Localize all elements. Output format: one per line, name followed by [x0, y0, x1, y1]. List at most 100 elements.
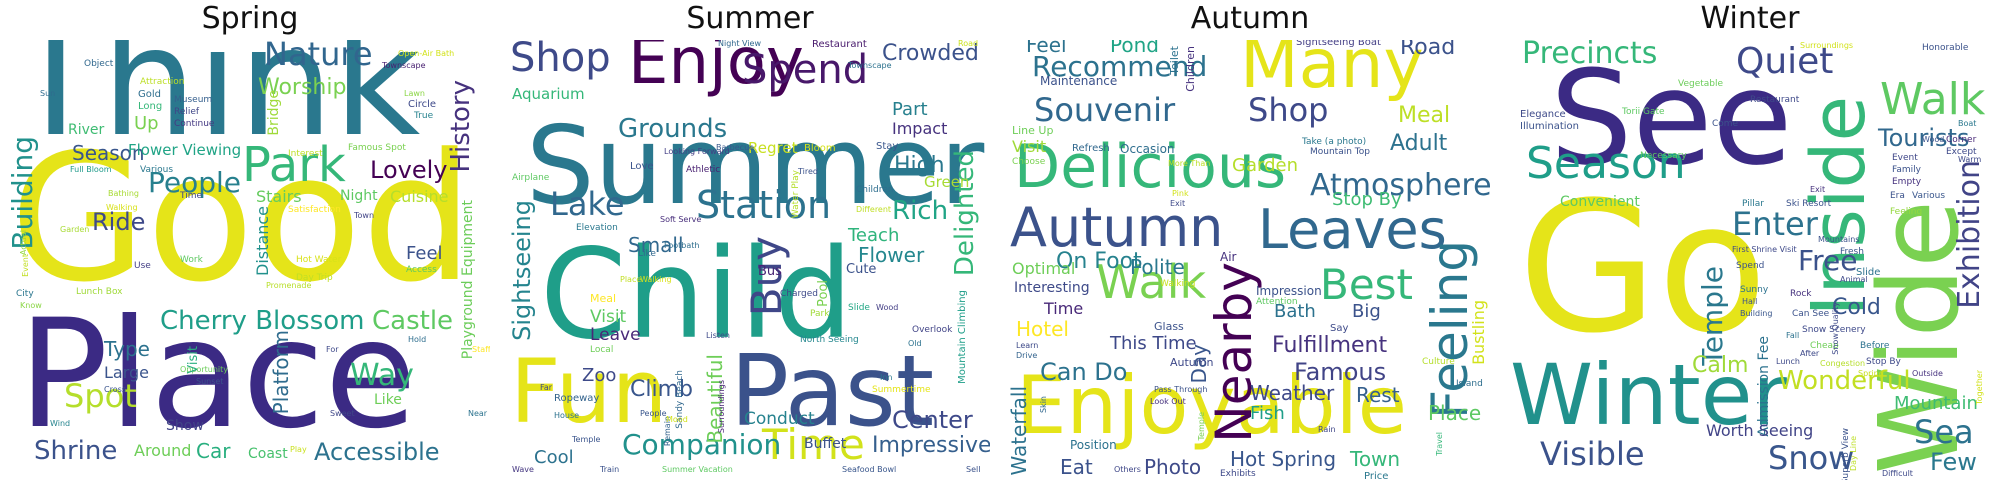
cloud-word: Green — [924, 173, 970, 191]
cloud-word: Feeling — [1890, 207, 1923, 217]
cloud-word: Car — [196, 439, 231, 463]
panel-title: Autumn — [1190, 1, 1310, 36]
cloud-word: Wave — [512, 465, 534, 474]
cloud-word: Inn — [880, 373, 893, 382]
cloud-word: Famous Spot — [348, 143, 406, 153]
cloud-word: Conduct — [744, 409, 815, 429]
cloud-word: Mountain — [1894, 393, 1978, 414]
cloud-word: Shop — [510, 40, 611, 81]
cloud-word: History — [446, 80, 476, 173]
cloud-word: Sightseeing — [510, 200, 536, 341]
cloud-word: Autumn — [1170, 356, 1214, 369]
cloud-word: Bridge — [266, 90, 282, 136]
cloud-word: Mountains — [1818, 235, 1860, 244]
cloud-word: After — [1800, 349, 1820, 358]
cloud-word: Regret — [748, 139, 798, 157]
cloud-word: High — [894, 153, 945, 178]
cloud-word: Bustling — [1469, 300, 1488, 365]
cloud-word: Snow Scenery — [1802, 325, 1866, 335]
cloud-word: Drive — [1016, 351, 1038, 360]
cloud-word: Pillar — [1742, 199, 1764, 209]
cloud-word: Waterfall — [1010, 386, 1031, 476]
cloud-word: Sweet — [330, 409, 355, 418]
cloud-word: Take (a photo) — [1302, 137, 1367, 147]
cloud-word: Enjoy — [628, 40, 804, 99]
cloud-word: Park — [810, 309, 830, 319]
cloud-word: Teach — [848, 225, 900, 246]
cloud-word: Visit — [1012, 137, 1047, 156]
cloud-word: Adult — [1390, 131, 1448, 156]
cloud-word: Tourists — [1878, 124, 1970, 152]
cloud-word: Leaves — [1258, 198, 1447, 261]
cloud-word: Line Up — [1012, 124, 1054, 137]
cloud-word: Precincts — [1522, 40, 1658, 71]
cloud-word: Temple — [572, 435, 601, 444]
cloud-word: Large — [104, 363, 150, 382]
cloud-word: Exhibits — [1220, 469, 1256, 479]
cloud-word: Island — [1456, 379, 1483, 389]
cloud-word: Event — [21, 254, 30, 277]
cloud-word: Fish — [1250, 403, 1285, 424]
cloud-word: Calm — [1692, 353, 1749, 378]
cloud-word: Interest — [288, 149, 323, 159]
cloud-word: Small — [628, 233, 684, 257]
cloud-word: Pool — [816, 280, 831, 307]
cloud-word: City — [16, 289, 34, 299]
cloud-word: Feeling — [1421, 240, 1479, 419]
cloud-word: Snow Quality — [1831, 302, 1840, 355]
panel-title: Summer — [686, 1, 814, 36]
cloud-word: House — [554, 411, 580, 420]
cloud-word: Look Out — [1150, 397, 1186, 406]
cloud-word: Pond — [1110, 40, 1159, 57]
cloud-word: Spend — [742, 47, 869, 93]
cloud-word: Air — [1220, 250, 1237, 264]
cloud-word: Pink — [1172, 189, 1189, 198]
cloud-word: Coast — [248, 446, 288, 462]
cloud-word: Necessary — [1640, 151, 1687, 161]
cloud-word: Choose — [1012, 157, 1046, 167]
cloud-word: Attention — [1256, 297, 1298, 307]
cloud-word: Spend — [1736, 261, 1765, 271]
cloud-word: More Than — [1168, 159, 1211, 168]
cloud-word: Stop By — [1332, 189, 1402, 210]
cloud-word: People — [640, 409, 667, 418]
cloud-word: Work — [180, 255, 203, 265]
cloud-word: Fresh — [1840, 247, 1864, 257]
cloud-word: Object — [84, 59, 114, 69]
cloud-word: Distance — [253, 206, 272, 276]
cloud-word: Up — [134, 113, 159, 134]
cloud-word: Slide — [1856, 267, 1881, 278]
cloud-word: Hotel — [1016, 317, 1069, 341]
cloud-word: Townscape — [382, 61, 426, 70]
cloud-word: Honorable — [1922, 43, 1969, 53]
cloud-word: Way — [350, 358, 414, 393]
cloud-word: Night — [340, 188, 378, 204]
cloud-word: Free — [1798, 244, 1858, 277]
cloud-word: Travel — [1435, 432, 1444, 456]
cloud-word: This Time — [1110, 333, 1197, 354]
cloud-word: Walking — [106, 203, 138, 212]
cloud-word: Town — [1350, 447, 1401, 471]
cloud-word: Garden — [1232, 155, 1298, 176]
cloud-word: Flower Viewing — [128, 141, 242, 159]
cloud-word: Stay — [876, 141, 899, 152]
cloud-word: People — [148, 166, 242, 199]
cloud-word: Come — [1712, 119, 1739, 129]
cloud-word: Temple — [1197, 412, 1206, 441]
cloud-word: Except — [1946, 147, 1977, 157]
cloud-word: Play — [290, 445, 307, 454]
cloud-word: Season — [72, 141, 145, 165]
cloud-word: Delicious — [1014, 132, 1287, 202]
cloud-word: Full Bloom — [70, 165, 112, 174]
cloud-word: Promenade — [266, 281, 312, 290]
cloud-word: Surroundings — [717, 380, 726, 434]
cloud-word: Athletic — [686, 165, 721, 175]
cloud-word: Accessible — [314, 438, 440, 466]
cloud-word: Pass Through — [1154, 385, 1208, 394]
cloud-word: North Seeing — [800, 335, 859, 345]
cloud-word: Exit — [1170, 199, 1186, 208]
cloud-word: Ride — [92, 208, 146, 236]
cloud-word: Exit — [1810, 185, 1826, 194]
cloud-word: Event — [1892, 153, 1918, 163]
cloud-word: Lawn — [404, 89, 425, 98]
